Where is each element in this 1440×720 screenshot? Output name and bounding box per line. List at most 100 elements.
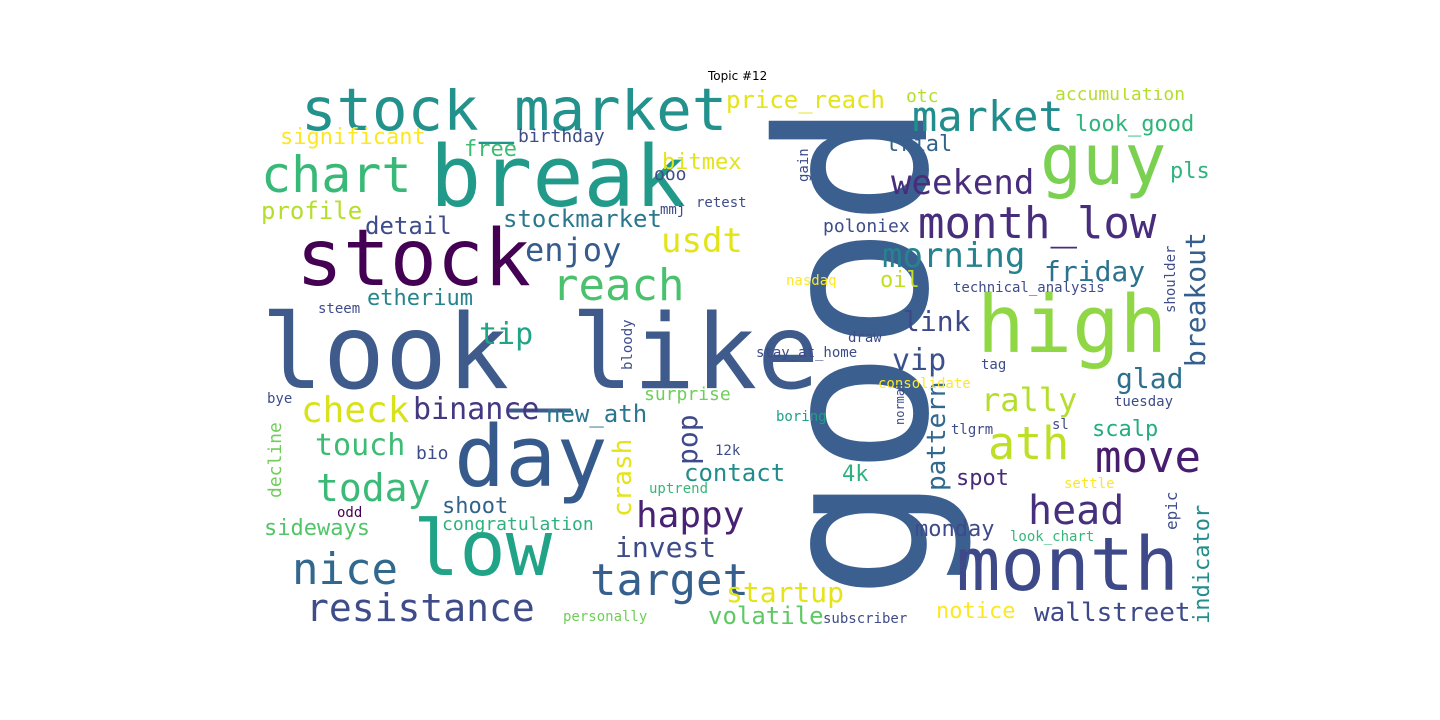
word-gain: gain	[796, 148, 812, 182]
word-decline: decline	[265, 422, 286, 498]
word-consolidate: consolidate	[878, 376, 971, 392]
chart-title: Topic #12	[708, 69, 768, 83]
word-wallstreet: wallstreet	[1034, 598, 1191, 628]
word-boring: boring	[776, 409, 827, 425]
word-happy: happy	[636, 495, 745, 536]
word-nice: nice	[292, 544, 398, 595]
word-tuesday: tuesday	[1114, 394, 1174, 410]
word-bitmex: bitmex	[662, 150, 742, 175]
word-today: today	[316, 466, 431, 510]
word-day: day	[454, 408, 608, 507]
word-startup: startup	[726, 576, 845, 609]
word-ooo: ooo	[654, 164, 687, 185]
word-chart: chart	[261, 146, 412, 204]
word-steem: steem	[318, 301, 361, 317]
word-tag: tag	[981, 357, 1007, 373]
word-settle: settle	[1064, 476, 1115, 492]
word-pattern: pattern	[922, 381, 952, 491]
word-tlgrm: tlgrm	[951, 422, 994, 438]
word-price-reach: price_reach	[726, 88, 885, 114]
word-vip: vip	[892, 343, 947, 378]
word-month: month	[956, 522, 1179, 608]
word-tip: tip	[479, 317, 534, 352]
word-look-good: look_good	[1075, 112, 1195, 137]
word-cloud: good look_like stock break stock_market …	[258, 88, 1223, 633]
word-oil: oil	[880, 268, 920, 293]
word-enjoy: enjoy	[525, 231, 622, 269]
word-stay-at-home: stay_at_home	[756, 345, 858, 361]
word-personally: personally	[563, 609, 648, 625]
word-volatile: volatile	[708, 602, 824, 630]
word-guy: guy	[1040, 119, 1167, 201]
word-head: head	[1028, 488, 1125, 534]
word-stockmarket: stockmarket	[503, 205, 662, 233]
word-indicator: indicator	[1190, 504, 1215, 624]
word-poloniex: poloniex	[823, 216, 910, 237]
word-shoulder: shoulder	[1163, 245, 1179, 313]
word-low: low	[413, 505, 553, 594]
word-congratulation: congratulation	[442, 514, 594, 535]
word-12k: 12k	[715, 443, 741, 459]
word-subscriber: subscriber	[823, 611, 908, 627]
word-break: break	[430, 128, 686, 227]
word-stock: stock	[296, 214, 531, 304]
word-look-like: look_like	[261, 293, 820, 413]
word-bye: bye	[267, 391, 293, 407]
word-ath: ath	[988, 417, 1070, 470]
word-stock-market: stock_market	[301, 88, 728, 144]
word-surprise: surprise	[644, 384, 731, 405]
word-notice: notice	[936, 599, 1016, 624]
word-retest: retest	[696, 195, 747, 211]
word-touch: touch	[315, 428, 406, 463]
word-look-chart: look_chart	[1010, 529, 1095, 545]
word-bio: bio	[416, 443, 449, 464]
word-monday: monday	[915, 517, 995, 542]
word-contact: contact	[684, 459, 786, 487]
word-bloody: bloody	[620, 319, 636, 370]
word-invest: invest	[615, 531, 717, 564]
word-market: market	[912, 92, 1064, 141]
word-trial: trial	[886, 132, 953, 157]
word-epic: epic	[1162, 491, 1181, 530]
word-mmj: mmj	[660, 202, 686, 218]
word-resistance: resistance	[306, 586, 535, 630]
word-sl: sl	[1052, 417, 1069, 433]
word-uptrend: uptrend	[649, 481, 709, 497]
word-pls: pls	[1170, 159, 1210, 184]
word-binance: binance	[413, 392, 540, 427]
word-scalp: scalp	[1092, 417, 1159, 442]
word-otc: otc	[906, 88, 939, 107]
word-check: check	[301, 390, 410, 431]
word-odd: odd	[337, 505, 363, 521]
word-crash: crash	[608, 438, 638, 517]
word-breakout: breakout	[1179, 232, 1212, 367]
word-usdt: usdt	[661, 221, 743, 261]
word-free: free	[464, 137, 517, 162]
word-nasdaq: nasdaq	[786, 273, 837, 289]
word-morning: morning	[882, 236, 1026, 276]
word-glad: glad	[1116, 362, 1184, 395]
word-significant: significant	[280, 125, 426, 150]
word-link: link	[903, 305, 971, 338]
word-weekend: weekend	[891, 163, 1035, 203]
word-month-low: month_low	[918, 198, 1157, 249]
word-normal: normal	[893, 381, 907, 425]
word-4k: 4k	[842, 462, 869, 487]
word-etherium: etherium	[367, 286, 473, 311]
word-new-ath: new_ath	[546, 400, 648, 428]
word-technical-analysis: technical_analysis	[953, 280, 1105, 296]
word-pop: pop	[671, 414, 704, 465]
word-birthday: birthday	[518, 126, 605, 147]
word-sideways: sideways	[264, 516, 370, 541]
word-target: target	[590, 555, 749, 606]
word-detail: detail	[365, 212, 452, 240]
word-spot: spot	[956, 466, 1009, 491]
word-reach: reach	[552, 260, 685, 311]
word-move: move	[1095, 432, 1201, 483]
word-accumulation: accumulation	[1055, 88, 1186, 105]
word-profile: profile	[261, 197, 363, 225]
word-high: high	[977, 279, 1168, 371]
word-draw: draw	[848, 330, 882, 346]
word-rally: rally	[981, 381, 1078, 419]
word-shoot: shoot	[442, 494, 509, 519]
